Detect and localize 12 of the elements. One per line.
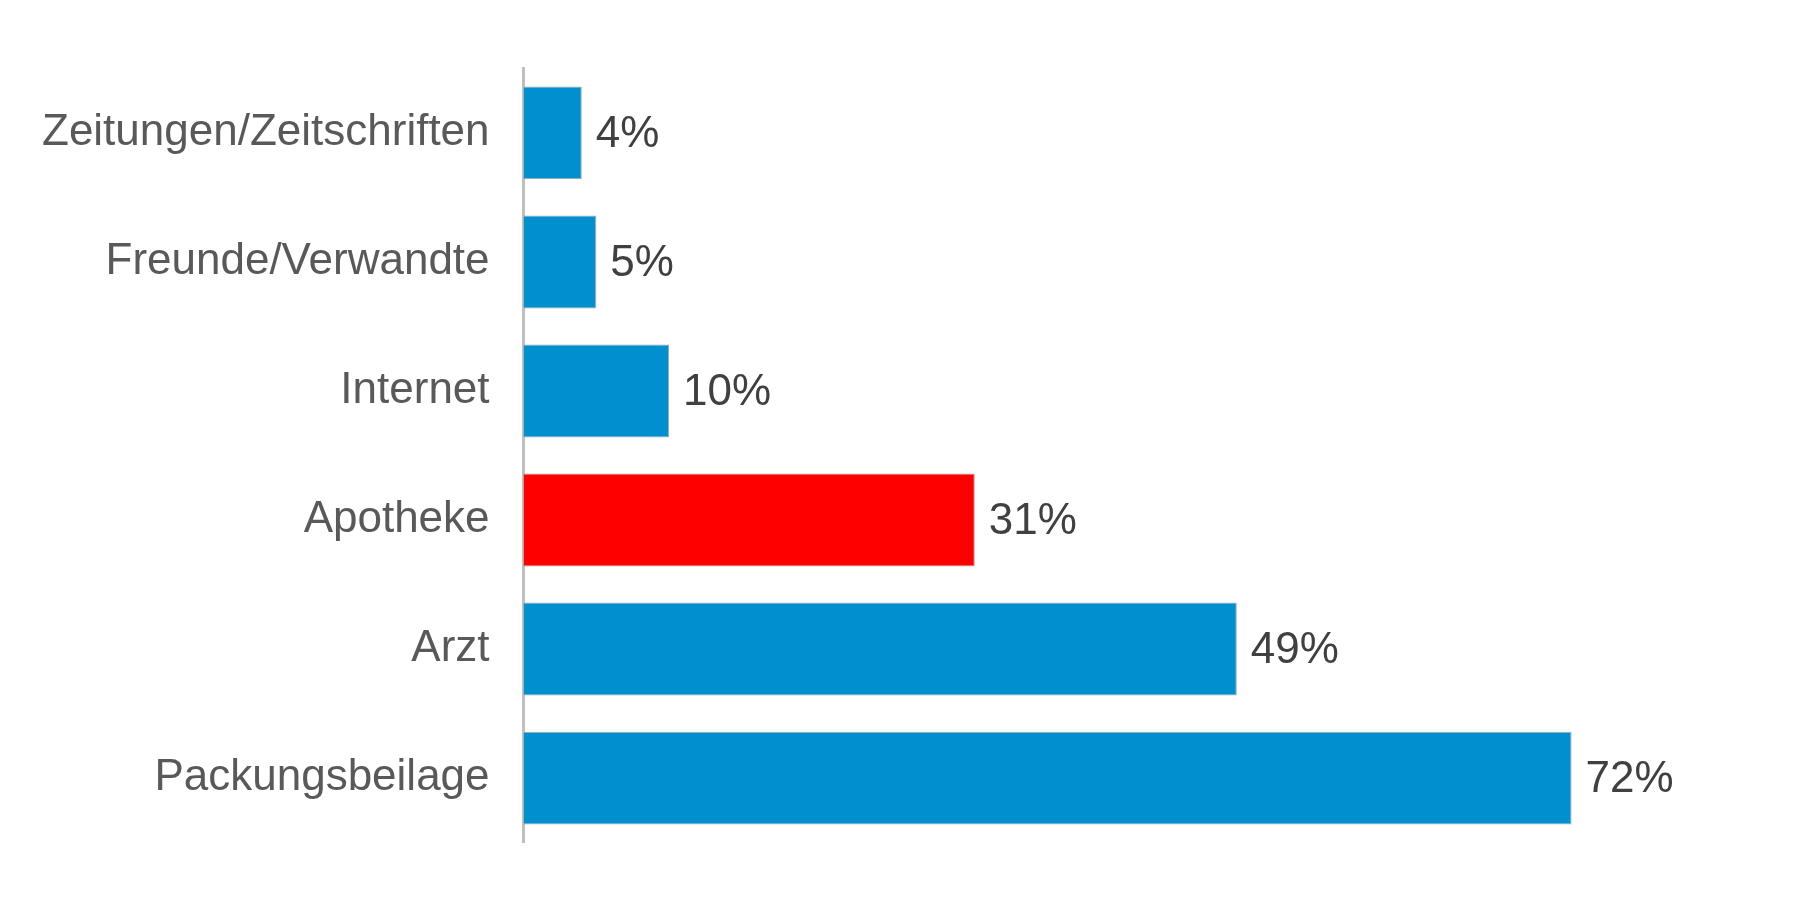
data-label: 5% [610,236,674,286]
data-label: 10% [683,365,772,415]
data-label: 31% [988,494,1077,544]
y-tick-label: Freunde/Verwandte [105,234,490,284]
y-tick-label: Apotheke [303,492,490,542]
data-label: 72% [1585,752,1674,802]
y-tick-label: Arzt [411,621,490,671]
data-label: 4% [595,107,660,157]
y-tick-label: Packungsbeilage [154,750,490,800]
y-tick-label: Internet [340,363,490,413]
data-label: 49% [1250,623,1339,673]
y-tick-label: Zeitungen/Zeitschriften [42,105,490,155]
